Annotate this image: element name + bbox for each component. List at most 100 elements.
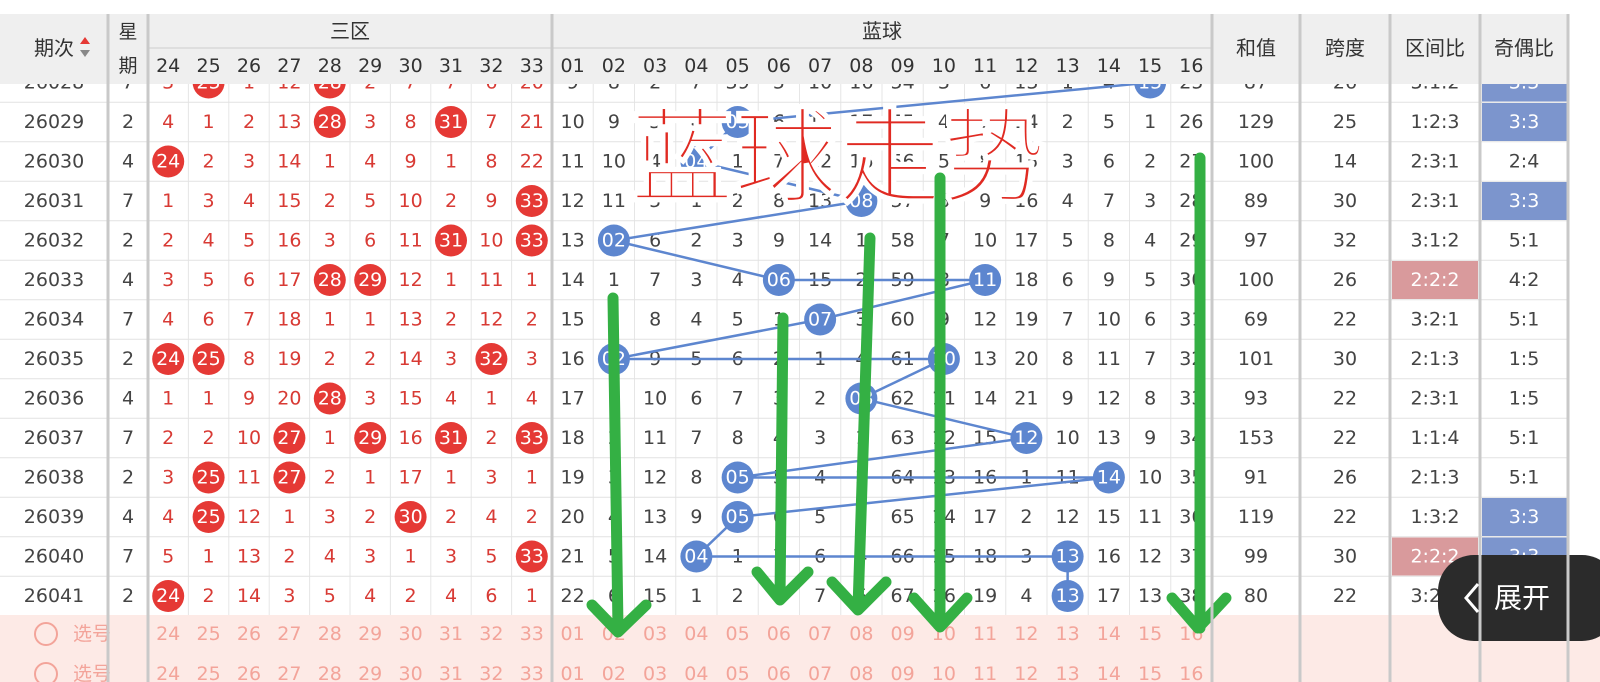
red-ball bbox=[515, 422, 548, 454]
expand-label[interactable]: 展开 bbox=[1494, 582, 1550, 615]
blue-miss: 7 bbox=[1062, 309, 1074, 331]
blue-ball-number: 13 bbox=[1056, 546, 1080, 568]
header-odd-even: 奇偶比 bbox=[1494, 36, 1554, 60]
sanqu-miss: 1 bbox=[324, 151, 336, 173]
sanqu-miss: 3 bbox=[162, 269, 174, 291]
sanqu-miss: 22 bbox=[520, 151, 544, 173]
blue-col-label: 07 bbox=[808, 55, 832, 77]
blue-miss: 3 bbox=[690, 269, 702, 291]
sanqu-miss: 4 bbox=[485, 506, 497, 528]
interval: 2:2:2 bbox=[1410, 546, 1459, 568]
red-ball-number: 29 bbox=[358, 269, 382, 291]
blue-miss: 10 bbox=[643, 388, 667, 410]
blue-miss: 1 bbox=[690, 190, 702, 212]
sanqu-miss: 3 bbox=[203, 190, 215, 212]
period: 26034 bbox=[24, 309, 84, 331]
blue-miss: 63 bbox=[891, 427, 915, 449]
red-ball bbox=[475, 343, 508, 375]
select-radio[interactable] bbox=[34, 662, 58, 682]
sanqu-miss: 2 bbox=[324, 348, 336, 370]
blue-miss: 6 bbox=[690, 388, 702, 410]
blue-miss: 11 bbox=[1097, 348, 1121, 370]
span: 26 bbox=[1333, 269, 1357, 291]
blue-miss: 2 bbox=[1062, 111, 1074, 133]
sanqu-miss: 8 bbox=[485, 151, 497, 173]
sanqu-miss: 5 bbox=[203, 269, 215, 291]
blue-col-label: 12 bbox=[1014, 55, 1038, 77]
blue-miss: 7 bbox=[773, 151, 785, 173]
sanqu-miss: 6 bbox=[203, 309, 215, 331]
sanqu-miss: 2 bbox=[324, 190, 336, 212]
span: 22 bbox=[1333, 506, 1357, 528]
blue-miss: 6 bbox=[1062, 269, 1074, 291]
blue-miss: 16 bbox=[1014, 190, 1038, 212]
red-ball bbox=[313, 106, 346, 138]
blue-miss: 5 bbox=[814, 506, 826, 528]
red-ball-number: 31 bbox=[439, 111, 463, 133]
span: 25 bbox=[1333, 111, 1357, 133]
sum: 89 bbox=[1244, 190, 1268, 212]
blue-miss: 8 bbox=[773, 190, 785, 212]
sanqu-miss: 4 bbox=[364, 585, 376, 607]
sanqu-col-label: 29 bbox=[358, 55, 382, 77]
sanqu-miss: 19 bbox=[277, 348, 301, 370]
blue-miss: 11 bbox=[602, 190, 626, 212]
header-period: 期次 bbox=[34, 36, 74, 60]
blue-miss: 15 bbox=[561, 309, 585, 331]
blue-miss: 56 bbox=[891, 151, 915, 173]
blue-miss: 21 bbox=[561, 546, 585, 568]
sanqu-miss: 4 bbox=[526, 388, 538, 410]
blue-miss: 55 bbox=[891, 111, 915, 133]
odd-even-highlight bbox=[1482, 182, 1568, 220]
red-ball bbox=[273, 461, 306, 494]
weekday: 4 bbox=[122, 388, 134, 410]
footer-blue: 09 bbox=[891, 623, 915, 645]
sanqu-miss: 3 bbox=[283, 585, 295, 607]
footer-sanqu: 24 bbox=[156, 663, 180, 682]
footer-sanqu: 29 bbox=[358, 623, 382, 645]
sanqu-col-label: 25 bbox=[197, 55, 221, 77]
footer-blue: 10 bbox=[932, 663, 956, 682]
sanqu-miss: 1 bbox=[283, 506, 295, 528]
footer-blue: 06 bbox=[767, 623, 791, 645]
sanqu-miss: 18 bbox=[277, 309, 301, 331]
sanqu-miss: 1 bbox=[364, 467, 376, 489]
sanqu-miss: 1 bbox=[324, 427, 336, 449]
select-radio[interactable] bbox=[34, 622, 58, 646]
blue-miss: 14 bbox=[561, 269, 585, 291]
interval: 1:3:2 bbox=[1410, 506, 1459, 528]
period: 26032 bbox=[24, 230, 84, 252]
blue-miss: 1 bbox=[690, 585, 702, 607]
chevron bbox=[1464, 583, 1480, 613]
red-ball-number: 33 bbox=[520, 546, 544, 568]
blue-miss: 8 bbox=[690, 111, 702, 133]
blue-ball bbox=[1051, 580, 1084, 612]
footer-sanqu: 31 bbox=[439, 663, 463, 682]
odd-even: 5:1 bbox=[1509, 230, 1540, 252]
blue-miss: 14 bbox=[1014, 111, 1038, 133]
blue-col-label: 09 bbox=[891, 55, 915, 77]
green-arrows bbox=[586, 152, 1232, 638]
sanqu-miss: 3 bbox=[364, 388, 376, 410]
blue-miss: 9 bbox=[773, 230, 785, 252]
sanqu-miss: 17 bbox=[399, 467, 423, 489]
footer-label: 选号 bbox=[73, 663, 111, 682]
interval: 3:1:2 bbox=[1410, 230, 1459, 252]
blue-miss: 7 bbox=[1144, 348, 1156, 370]
sanqu-miss: 2 bbox=[162, 230, 174, 252]
sanqu-miss: 3 bbox=[526, 348, 538, 370]
blue-miss: 3 bbox=[814, 427, 826, 449]
blue-ball-number: 14 bbox=[1097, 467, 1121, 489]
blue-miss: 2 bbox=[814, 388, 826, 410]
weekday: 2 bbox=[122, 348, 134, 370]
footer-blue: 01 bbox=[561, 663, 585, 682]
period: 26037 bbox=[24, 427, 84, 449]
footer-blue: 12 bbox=[1014, 623, 1038, 645]
blue-miss: 4 bbox=[649, 151, 661, 173]
blue-miss: 14 bbox=[643, 546, 667, 568]
sanqu-miss: 2 bbox=[203, 427, 215, 449]
footer-blue: 02 bbox=[602, 663, 626, 682]
interval: 1:2:3 bbox=[1410, 111, 1459, 133]
sanqu-miss: 2 bbox=[445, 506, 457, 528]
blue-miss: 11 bbox=[1138, 506, 1162, 528]
